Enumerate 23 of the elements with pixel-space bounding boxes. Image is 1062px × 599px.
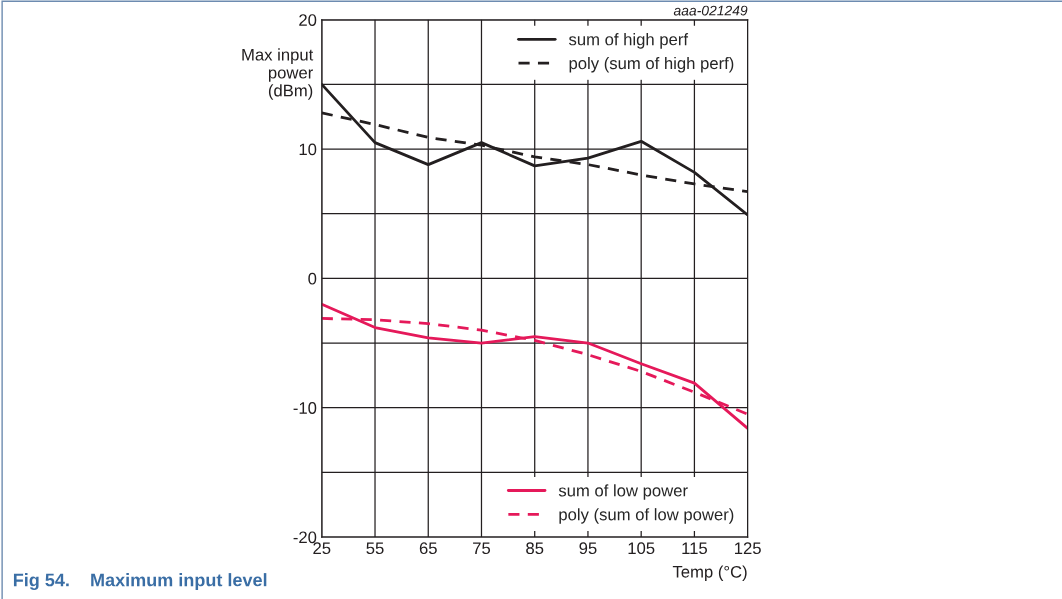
x-tick-label: 115 <box>682 542 708 555</box>
x-tick-label: 65 <box>419 542 437 555</box>
legend-label: poly (sum of high perf) <box>569 56 734 73</box>
text: Fig 54. Maximum input level <box>13 573 267 591</box>
line-series <box>321 302 748 430</box>
x-tick-label: 75 <box>473 542 491 555</box>
y-tick-label: -10 <box>293 402 317 414</box>
y-axis-title: Max input power (dBm) <box>242 48 314 100</box>
y-tick-label: 20 <box>299 14 317 26</box>
y-tick-label: 10 <box>299 143 317 156</box>
text: aaa-021249 <box>673 5 748 16</box>
x-tick-label: 85 <box>526 542 544 555</box>
legend-label: poly (sum of low power) <box>559 508 734 524</box>
legend-label: sum of low power <box>558 484 688 500</box>
x-axis-title: Temp (°C) <box>672 565 747 581</box>
x-tick-label: 25 <box>313 542 331 555</box>
y-tick-label: -20 <box>293 531 317 544</box>
y-tick-label: 0 <box>308 272 317 285</box>
x-tick-label: 55 <box>366 542 384 555</box>
x-tick-label: 125 <box>735 542 761 555</box>
x-tick-label: 105 <box>628 542 655 555</box>
legend-label: sum of high perf <box>568 33 689 49</box>
x-tick-label: 95 <box>579 542 597 555</box>
